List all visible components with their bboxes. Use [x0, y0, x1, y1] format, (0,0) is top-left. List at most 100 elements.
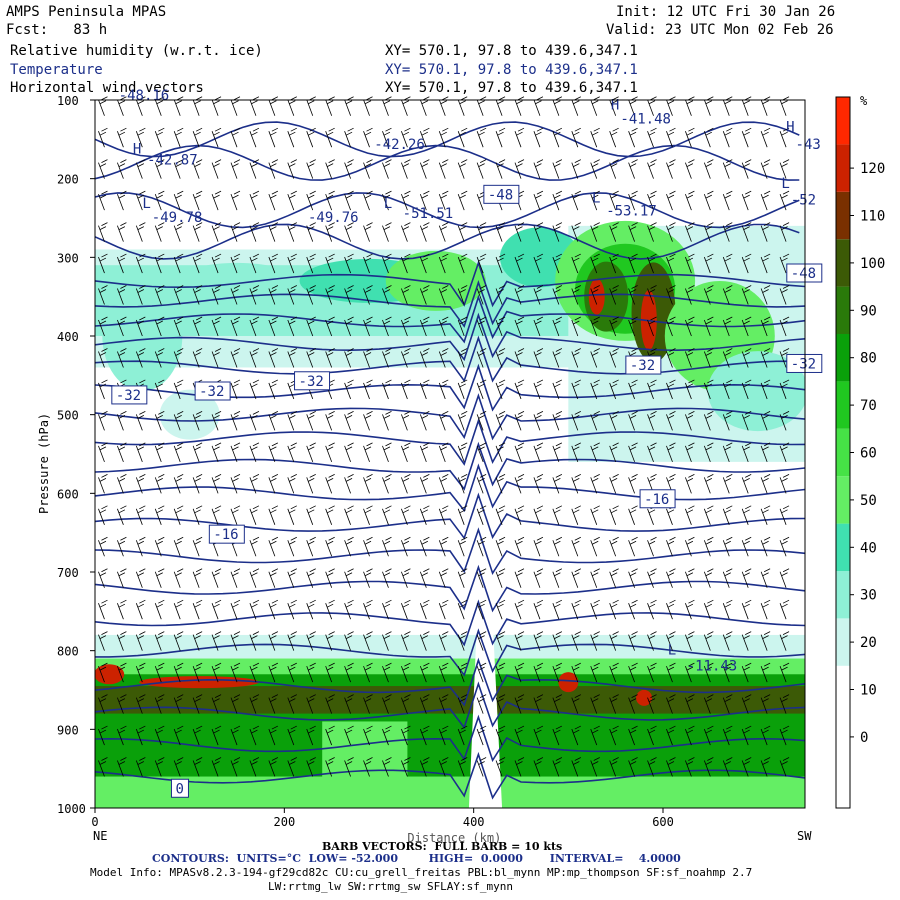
wind-barb	[628, 757, 638, 777]
wind-barb	[760, 599, 771, 620]
wind-barb	[287, 536, 297, 557]
wind-barb	[609, 348, 619, 368]
wind-barb	[306, 253, 316, 274]
contour-label: -41.48	[620, 112, 671, 128]
wind-barb	[98, 222, 108, 242]
wind-barb	[552, 662, 563, 683]
colorbar-unit: %	[860, 94, 868, 108]
wind-barb	[552, 253, 563, 274]
wind-barb	[571, 190, 581, 211]
wind-barb	[98, 190, 108, 211]
wind-barb	[609, 599, 619, 620]
wind-barb	[495, 662, 506, 683]
wind-barb	[741, 285, 752, 305]
colorbar-tick-label: 20	[860, 635, 877, 651]
colorbar-tick-label: 100	[860, 256, 885, 272]
wind-barb	[495, 159, 506, 179]
wind-barb	[722, 379, 733, 400]
wind-barb	[760, 127, 771, 148]
wind-barb	[571, 348, 581, 368]
wind-barb	[590, 473, 600, 494]
wind-barb	[154, 599, 165, 620]
colorbar-segment	[836, 523, 850, 571]
wind-barb	[533, 190, 544, 211]
wind-barb	[722, 127, 733, 148]
wind-barb	[703, 599, 714, 620]
wind-barb	[571, 442, 581, 463]
y-tick-label: 900	[57, 723, 79, 737]
wind-barb	[363, 505, 373, 525]
wind-barb	[628, 599, 638, 620]
wind-barb	[98, 348, 108, 368]
wind-barb	[590, 379, 600, 400]
wind-barb	[666, 379, 676, 400]
rh-blob	[177, 262, 297, 299]
wind-barb	[741, 411, 752, 431]
wind-barb	[344, 190, 354, 211]
wind-barb	[703, 757, 714, 777]
wind-barb	[741, 725, 752, 746]
wind-barb	[287, 348, 297, 368]
wind-barb	[344, 757, 354, 777]
wind-barb	[703, 348, 714, 368]
y-tick-label: 500	[57, 409, 79, 423]
wind-barb	[268, 253, 279, 274]
wind-barb	[571, 725, 581, 746]
wind-barb	[590, 285, 600, 305]
wind-barb	[571, 316, 581, 337]
wind-barb	[741, 379, 752, 400]
isotherm-line	[94, 657, 806, 707]
wind-barb	[363, 568, 373, 588]
wind-barb	[135, 568, 146, 588]
wind-barb	[154, 253, 165, 274]
wind-barb	[401, 662, 411, 683]
wind-barb	[457, 285, 468, 305]
wind-barb	[476, 725, 487, 746]
wind-barb	[363, 631, 373, 651]
wind-barb	[457, 631, 468, 651]
wind-barb	[287, 631, 297, 651]
colorbar-segment	[836, 760, 850, 808]
wind-barb	[571, 568, 581, 588]
wind-barb	[760, 473, 771, 494]
wind-barb	[628, 379, 638, 400]
wind-barb	[382, 725, 392, 746]
wind-barb	[249, 127, 260, 148]
wind-barb	[779, 536, 790, 557]
wind-barb	[382, 222, 392, 242]
wind-barb	[135, 222, 146, 242]
wind-barb	[401, 411, 411, 431]
wind-barb	[98, 536, 108, 557]
wind-barb	[306, 599, 316, 620]
wind-barb	[533, 442, 544, 463]
wind-barb	[495, 725, 506, 746]
contour-label: -48	[791, 266, 816, 282]
wind-barb	[135, 725, 146, 746]
wind-barb	[249, 222, 260, 242]
contour-label: -32	[630, 358, 655, 374]
wind-barb	[760, 253, 771, 274]
wind-barb	[192, 190, 203, 211]
wind-barb	[230, 473, 241, 494]
wind-barb	[590, 127, 600, 148]
wind-barb	[609, 411, 619, 431]
wind-barb	[419, 316, 430, 337]
wind-barb	[117, 253, 127, 274]
wind-barb	[533, 316, 544, 337]
wind-barb	[760, 694, 771, 714]
isotherm-line	[94, 714, 806, 763]
wind-barb	[192, 316, 203, 337]
wind-barb	[476, 127, 487, 148]
wind-barb	[685, 316, 695, 337]
wind-barb	[249, 316, 260, 337]
contour-label: L	[781, 176, 789, 192]
wind-barb	[135, 127, 146, 148]
wind-barb	[495, 757, 506, 777]
wind-barb	[154, 159, 165, 179]
wind-barb	[760, 568, 771, 588]
wind-barb	[419, 757, 430, 777]
wind-barb	[514, 536, 525, 557]
wind-barb	[438, 222, 449, 242]
wind-barb	[173, 568, 184, 588]
wind-barb	[287, 285, 297, 305]
